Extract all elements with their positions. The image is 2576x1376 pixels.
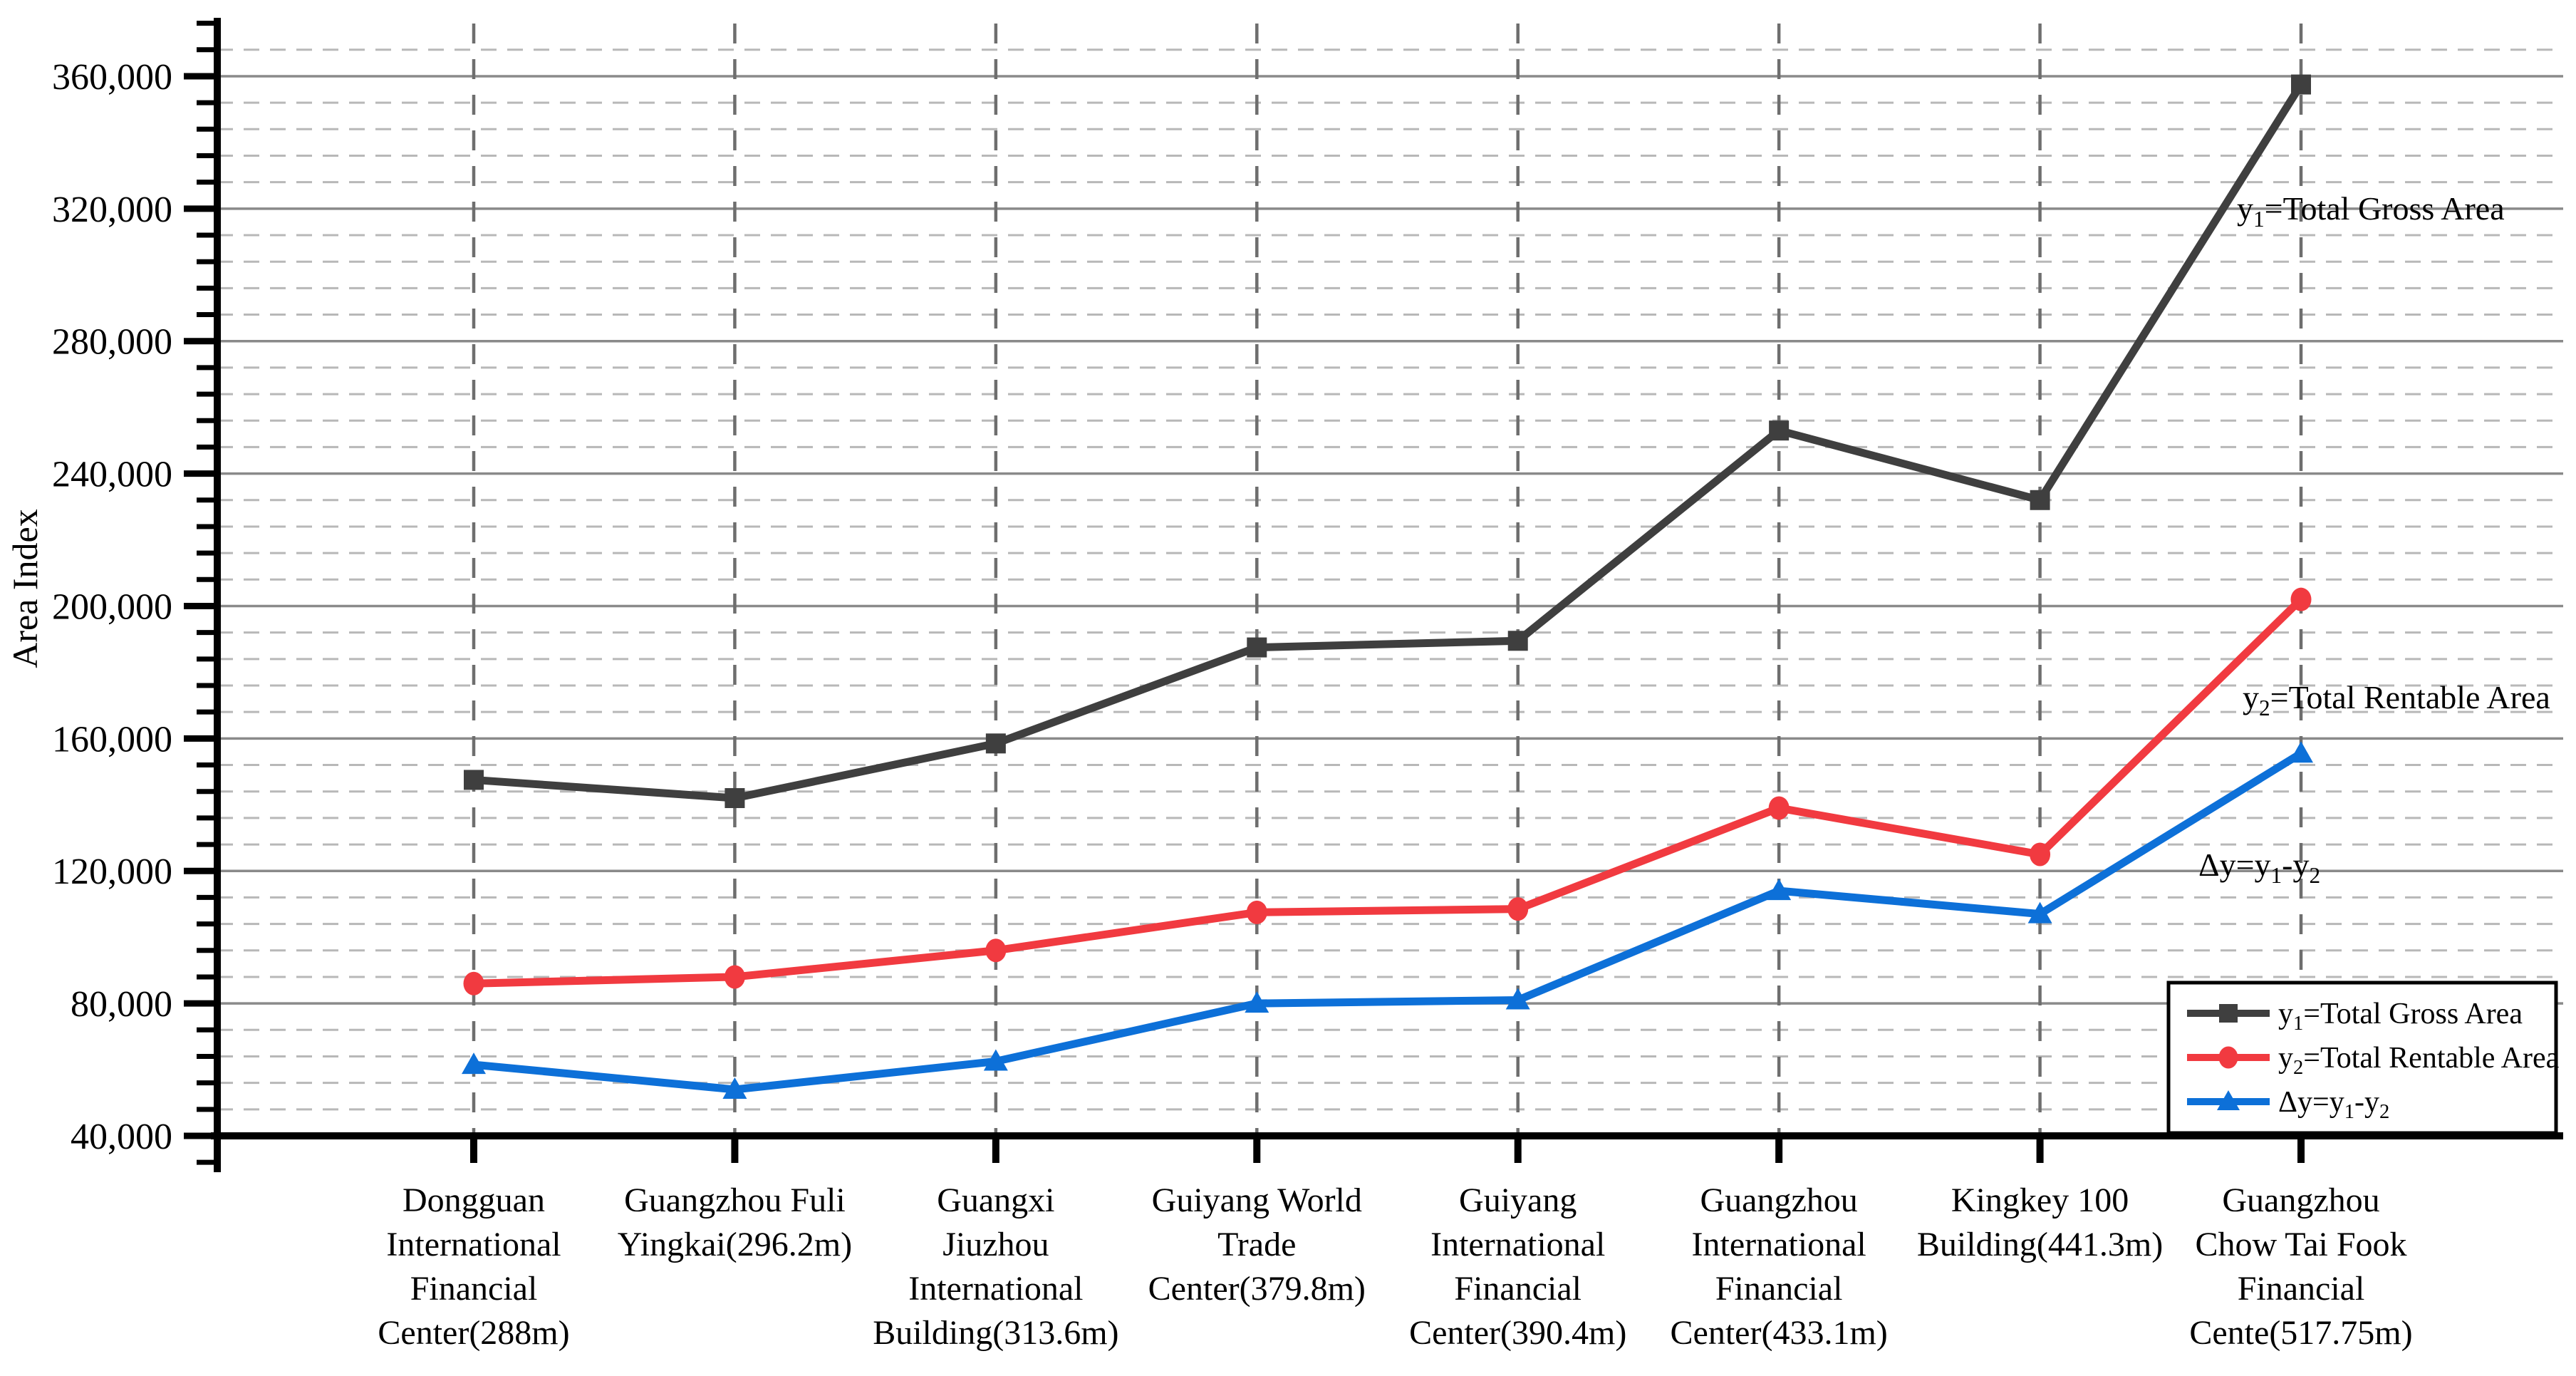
circle-marker [985, 938, 1007, 963]
gridlines-vertical [472, 24, 2303, 1136]
legend-entry: y2=Total Rentable Area [2187, 1042, 2560, 1079]
triangle-marker [983, 1049, 1008, 1071]
x-category-label: Guiyang World Trade Center(379.8m) [1148, 1181, 1366, 1308]
circle-marker [1246, 900, 1267, 924]
y-tick-labels: 40,000 80,000 120,000 160,000 200,000 240,000… [52, 57, 172, 1157]
triangle-marker [1245, 991, 1269, 1013]
y-tick-label: 320,000 [52, 190, 172, 230]
circle-marker [1507, 897, 1529, 921]
square-marker [2291, 74, 2312, 95]
y-tick-label: 120,000 [52, 852, 172, 892]
x-category-label: Guangzhou International Financial Center(43… [1671, 1181, 1888, 1352]
legend-square-marker [2219, 1004, 2238, 1023]
y-tick-label: 80,000 [71, 984, 172, 1025]
legend-circle-marker [2218, 1046, 2238, 1069]
square-marker [724, 788, 745, 809]
y-tick-label: 200,000 [52, 586, 172, 627]
circle-marker [724, 965, 745, 989]
series-annotation: y1=Total Gross Area [2237, 190, 2505, 232]
triangle-marker [722, 1077, 747, 1099]
x-category-labels: Dongguan International Financial Center(288… [378, 1181, 2412, 1352]
series-1 [464, 74, 2312, 809]
triangle-marker [2027, 901, 2052, 924]
annotations: y1=Total Gross Area y2=Total Rentable Are… [2198, 190, 2550, 888]
legend-label: Δy=y1-y2 [2278, 1086, 2389, 1123]
square-marker [1769, 420, 1790, 441]
circle-marker [2030, 842, 2051, 867]
y-tick-label: 240,000 [52, 455, 172, 495]
series-3 [462, 741, 2314, 1099]
legend-entry: y1=Total Gross Area [2187, 998, 2523, 1035]
series-line [473, 596, 2304, 988]
series-annotation: y2=Total Rentable Area [2243, 679, 2550, 720]
triangle-marker [2289, 741, 2314, 763]
x-category-label: Guiyang International Financial Center(390.… [1409, 1181, 1626, 1352]
legend-label: y1=Total Gross Area [2278, 998, 2523, 1035]
x-category-label: Kingkey 100 Building(441.3m) [1917, 1181, 2163, 1263]
series-annotation: Δy=y1-y2 [2198, 847, 2320, 888]
legend: y1=Total Gross Area y2=Total Rentable Are… [2166, 981, 2560, 1135]
y-tick-label: 280,000 [52, 322, 172, 363]
circle-marker [463, 971, 484, 995]
legend-triangle-marker [2217, 1090, 2240, 1110]
x-category-label: Guangzhou Fuli Yingkai(296.2m) [618, 1181, 852, 1263]
series-line [473, 750, 2303, 1094]
y-tick-label: 160,000 [52, 719, 172, 760]
square-marker [1507, 631, 1528, 651]
circle-marker [2290, 587, 2312, 611]
series-2 [463, 587, 2312, 995]
y-axis-title: Area Index [5, 509, 45, 668]
circle-marker [1768, 796, 1790, 820]
triangle-marker [1767, 879, 1792, 901]
legend-entry: Δy=y1-y2 [2187, 1086, 2389, 1123]
y-tick-label: 40,000 [71, 1117, 172, 1157]
x-category-label: Guangzhou Chow Tai Fook Financial Cente(517… [2189, 1181, 2412, 1352]
gridlines-minor [217, 48, 2563, 1111]
triangle-marker [1505, 988, 1530, 1010]
square-marker [464, 770, 484, 790]
x-category-label: Dongguan International Financial Center(288… [378, 1181, 569, 1352]
triangle-marker [462, 1052, 486, 1075]
axes [184, 18, 2563, 1172]
square-marker [985, 733, 1006, 754]
square-marker [1247, 637, 1267, 658]
series-line [473, 82, 2305, 802]
y-tick-label: 360,000 [52, 57, 172, 98]
x-category-label: Guangxi Jiuzhou International Building(313.… [873, 1181, 1118, 1352]
legend-label: y2=Total Rentable Area [2278, 1042, 2560, 1079]
square-marker [2030, 490, 2050, 510]
